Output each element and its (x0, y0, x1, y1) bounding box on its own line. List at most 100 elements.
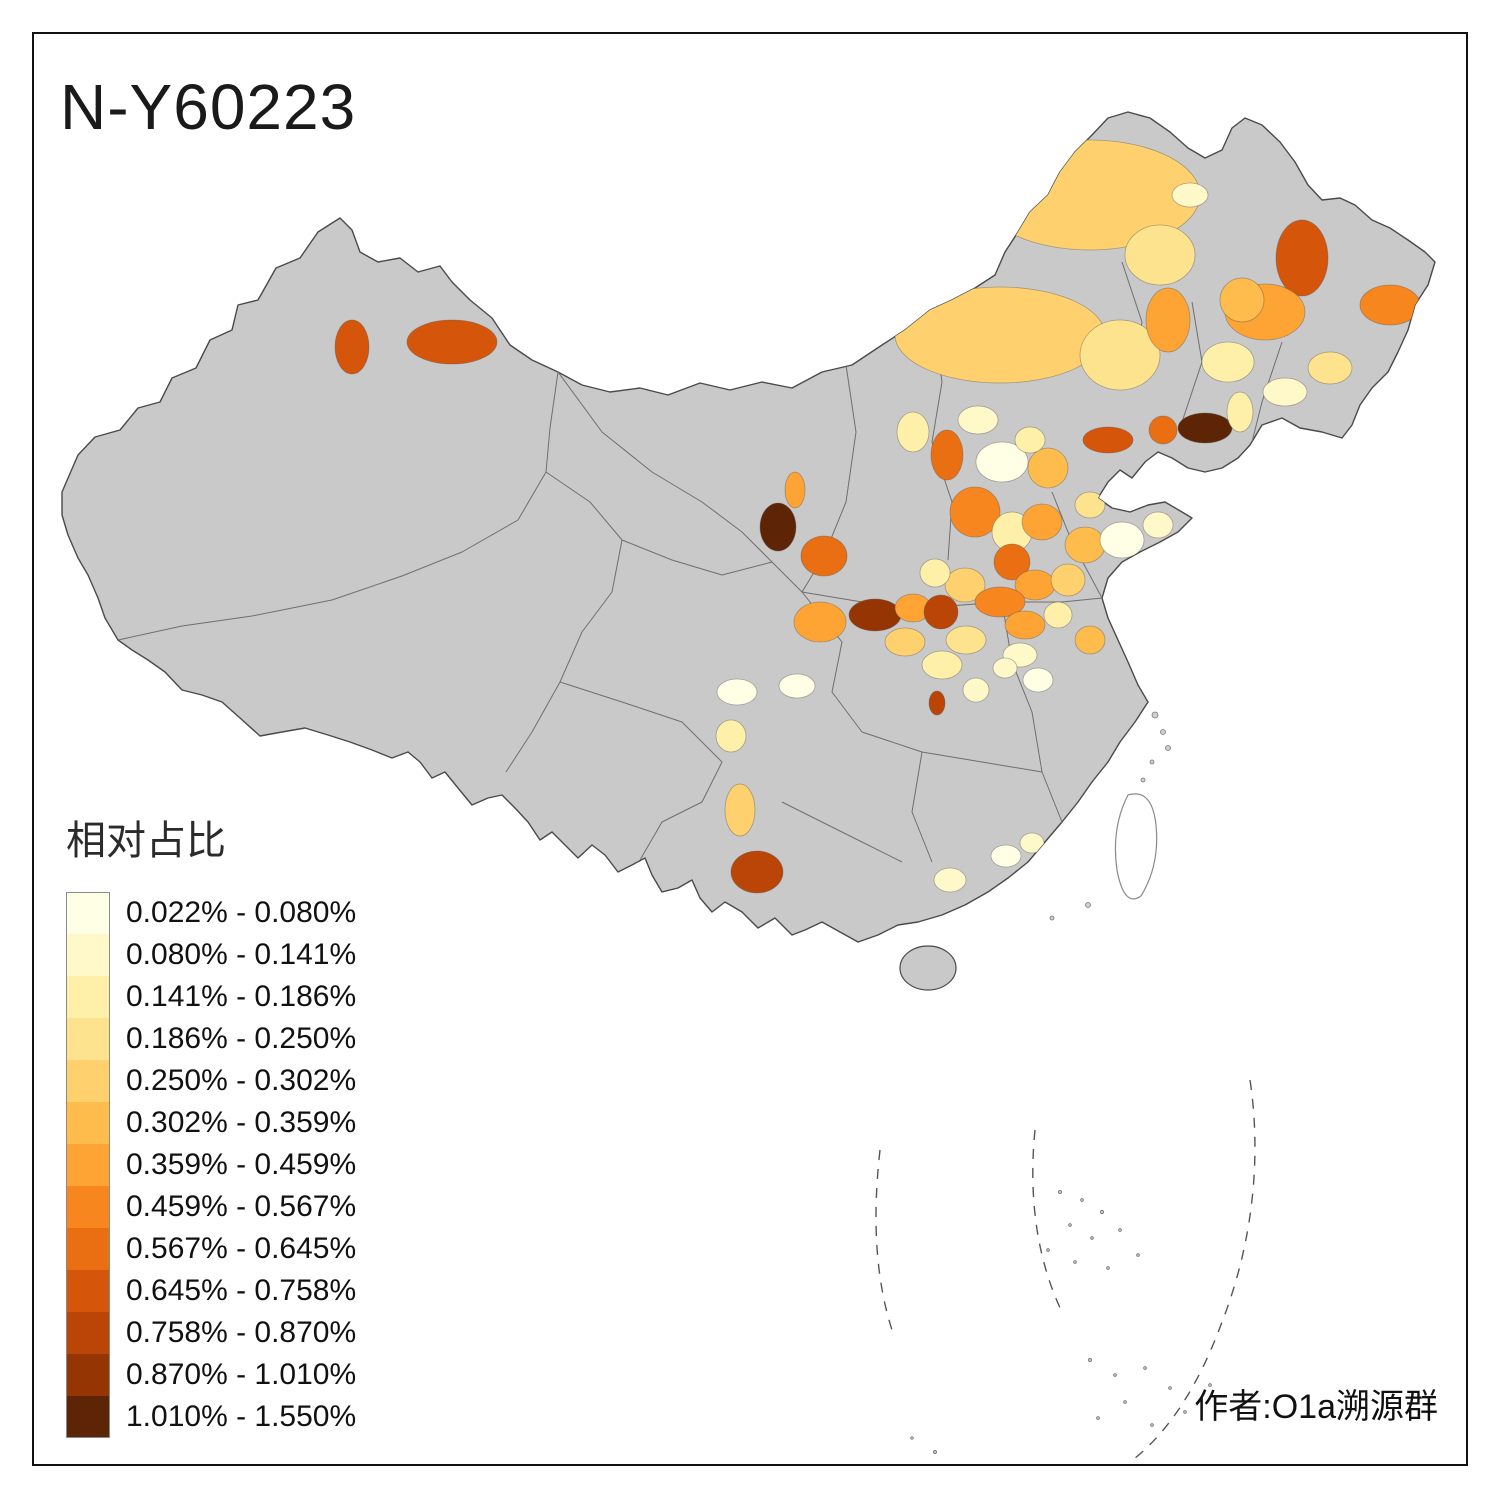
page-title: N-Y60223 (60, 71, 357, 143)
legend-label: 0.022% - 0.080% (126, 896, 357, 929)
legend-swatch (66, 1396, 110, 1438)
map-region (945, 625, 987, 655)
legend-swatch (66, 976, 110, 1018)
map-region (1201, 341, 1255, 383)
legend-label: 0.186% - 0.250% (126, 1022, 357, 1055)
taiwan-outline (1114, 793, 1158, 900)
colored-prefectures (334, 139, 1421, 894)
map-region (334, 319, 370, 375)
legend-swatch (66, 1228, 110, 1270)
map-region (928, 690, 946, 716)
map-region (1022, 667, 1054, 693)
map-region (1079, 319, 1161, 391)
map-region (1019, 832, 1045, 854)
map-region (784, 471, 806, 509)
coastal-islets (1049, 711, 1171, 921)
legend-title: 相对占比 (66, 819, 226, 863)
map-region (993, 543, 1031, 581)
legend-row: 0.870% - 1.010% (66, 1354, 356, 1396)
legend-row: 0.141% - 0.186% (66, 976, 356, 1018)
map-region (1219, 277, 1265, 323)
map-region (1359, 284, 1421, 326)
legend-row: 0.022% - 0.080% (66, 892, 356, 934)
province-borders (117, 261, 1283, 863)
map-region (949, 486, 1001, 538)
map-region (1064, 526, 1106, 564)
map-region (716, 678, 758, 706)
map-region (1099, 521, 1145, 559)
map-region (1074, 625, 1106, 655)
map-region (778, 673, 816, 699)
legend-label: 0.758% - 0.870% (126, 1316, 357, 1349)
map-region (957, 405, 999, 435)
legend-swatch (66, 1186, 110, 1228)
legend-row: 1.010% - 1.550% (66, 1396, 356, 1438)
legend-swatch (66, 1312, 110, 1354)
map-region (884, 627, 926, 657)
map-region (1262, 377, 1308, 407)
island-dots (910, 1190, 1212, 1454)
legend-label: 0.359% - 0.459% (126, 1148, 357, 1181)
map-region (1021, 503, 1063, 541)
map-region (1124, 224, 1196, 286)
legend-label: 0.459% - 0.567% (126, 1190, 357, 1223)
legend-swatch (66, 1060, 110, 1102)
legend-row: 0.758% - 0.870% (66, 1312, 356, 1354)
map-region (1027, 447, 1069, 489)
legend-swatch (66, 1102, 110, 1144)
map-region (1142, 511, 1174, 539)
map-region (896, 411, 930, 453)
legend-row: 0.645% - 0.758% (66, 1270, 356, 1312)
legend-label: 1.010% - 1.550% (126, 1400, 357, 1433)
map-region (921, 650, 963, 680)
legend-row: 0.359% - 0.459% (66, 1144, 356, 1186)
legend-swatch (66, 892, 110, 934)
legend-row: 0.302% - 0.359% (66, 1102, 356, 1144)
map-region (1004, 610, 1046, 640)
nine-dash-line (875, 1079, 1256, 1463)
map-region (992, 657, 1018, 679)
map-region (1275, 219, 1329, 297)
legend-label: 0.870% - 1.010% (126, 1358, 357, 1391)
map-region (1177, 412, 1233, 444)
map-region (724, 783, 756, 837)
map-region (715, 719, 747, 753)
map-region (1148, 415, 1178, 445)
hainan-island (899, 945, 957, 991)
legend-label: 0.645% - 0.758% (126, 1274, 357, 1307)
legend-row: 0.250% - 0.302% (66, 1060, 356, 1102)
map-region (800, 535, 848, 577)
legend-swatch (66, 1354, 110, 1396)
map-region (1307, 351, 1353, 385)
legend-row: 0.186% - 0.250% (66, 1018, 356, 1060)
map-region (923, 594, 959, 630)
legend-swatch (66, 1144, 110, 1186)
map-region (759, 502, 797, 552)
legend-label: 0.250% - 0.302% (126, 1064, 357, 1097)
map-region (1074, 491, 1106, 519)
map-region (975, 441, 1029, 483)
legend-row: 0.459% - 0.567% (66, 1186, 356, 1228)
attribution-text: 作者:O1a溯源群 (1194, 1388, 1438, 1426)
map-region (933, 867, 967, 893)
map-region (1014, 426, 1046, 454)
map-region (730, 850, 784, 894)
map-region (919, 558, 951, 588)
map-region (1171, 182, 1209, 208)
legend-swatch (66, 1270, 110, 1312)
legend: 相对占比 0.022% - 0.080% 0.080% - 0.141% 0.141… (66, 808, 356, 1438)
map-region (1050, 563, 1086, 597)
legend-label: 0.302% - 0.359% (126, 1106, 357, 1139)
map-region (406, 319, 498, 365)
map-region (848, 598, 902, 632)
map-region (1226, 391, 1254, 433)
legend-label: 0.080% - 0.141% (126, 938, 357, 971)
map-region (962, 677, 990, 703)
legend-swatch (66, 934, 110, 976)
map-region (1082, 426, 1134, 454)
map-region (894, 286, 1106, 384)
map-region (944, 567, 986, 603)
map-region (1043, 601, 1073, 629)
